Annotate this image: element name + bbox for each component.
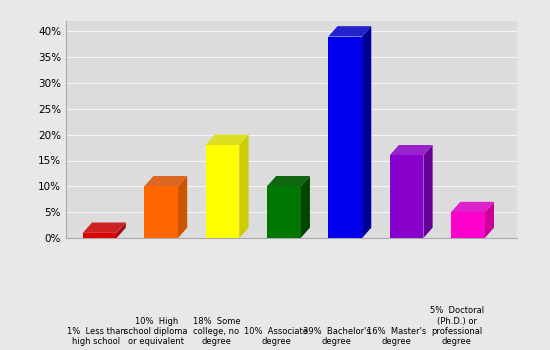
Bar <box>83 233 117 238</box>
Bar <box>206 145 239 238</box>
Polygon shape <box>178 176 187 238</box>
Bar <box>267 186 301 238</box>
Bar <box>451 212 485 238</box>
Text: 10%  High
school diploma
or equivalent: 10% High school diploma or equivalent <box>124 317 188 346</box>
Polygon shape <box>206 135 249 145</box>
Polygon shape <box>239 135 249 238</box>
Polygon shape <box>267 176 310 186</box>
Bar <box>328 36 362 238</box>
Text: 1%  Less than
high school: 1% Less than high school <box>67 327 125 346</box>
Text: 16%  Master's
degree: 16% Master's degree <box>367 327 426 346</box>
Bar <box>144 186 178 238</box>
Polygon shape <box>301 176 310 238</box>
Polygon shape <box>424 145 433 238</box>
Polygon shape <box>144 176 187 186</box>
Polygon shape <box>83 223 126 233</box>
Text: 39%  Bachelor's
degree: 39% Bachelor's degree <box>302 327 371 346</box>
Bar <box>390 155 424 238</box>
Text: 5%  Doctoral
(Ph.D.) or
professional
degree: 5% Doctoral (Ph.D.) or professional degr… <box>430 306 484 346</box>
Polygon shape <box>485 202 494 238</box>
Polygon shape <box>117 223 126 238</box>
Polygon shape <box>328 26 371 36</box>
Text: 18%  Some
college, no
degree: 18% Some college, no degree <box>192 317 240 346</box>
Text: 10%  Associate
degree: 10% Associate degree <box>244 327 309 346</box>
Polygon shape <box>362 26 371 238</box>
Polygon shape <box>390 145 433 155</box>
Polygon shape <box>451 202 494 212</box>
